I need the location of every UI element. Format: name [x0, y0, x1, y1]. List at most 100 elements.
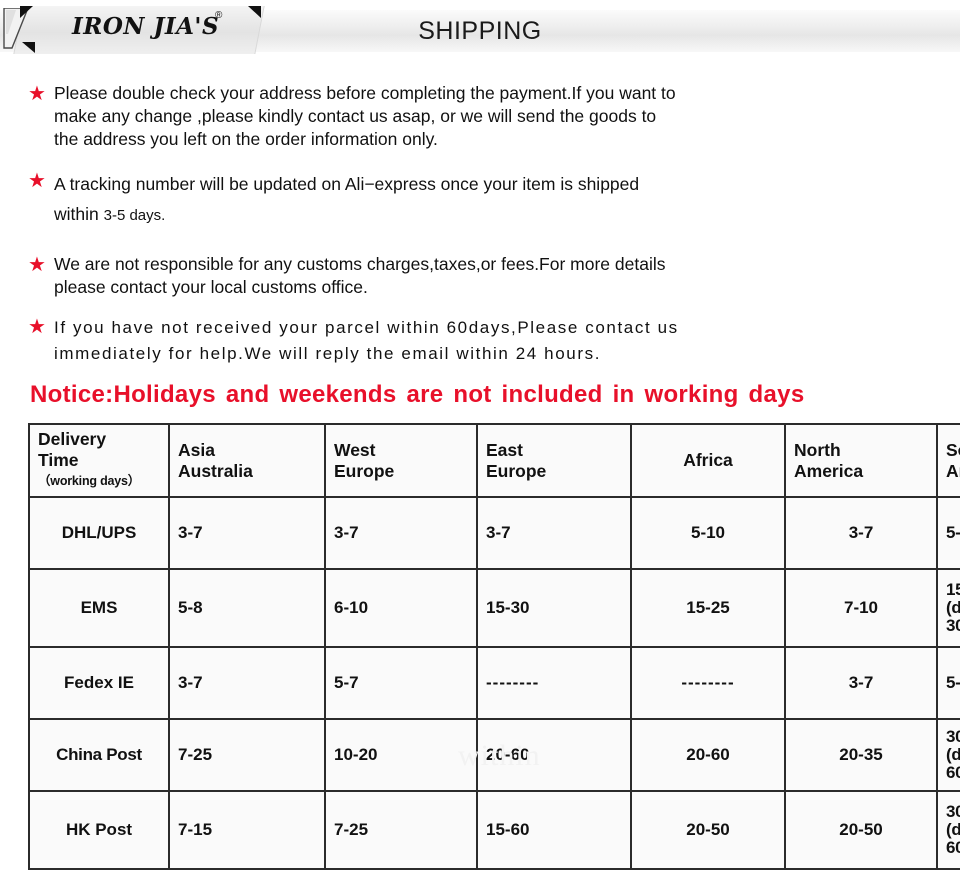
- cell-line: 60-120(tax): [946, 838, 960, 857]
- header-cell-asia-australia: Asia Australia: [168, 423, 326, 498]
- cell-south-america: 30-60 (direct) 60-120(tax): [936, 718, 960, 792]
- table-row: DHL/UPS 3-7 3-7 3-7 5-10 3-7 5-10(tax): [28, 496, 960, 570]
- note-line: within 3-5 days.: [54, 199, 938, 231]
- logo-slash-icon: [2, 8, 32, 52]
- note-line: We are not responsible for any customs c…: [54, 254, 666, 274]
- cell-east-europe: --------: [476, 646, 632, 720]
- header-line2: Australia: [178, 460, 253, 481]
- cell-line: 30-60: [946, 727, 960, 746]
- cell-south-america: 5-10(tax): [936, 496, 960, 570]
- logo-corner-tick-bottom-left: [22, 42, 35, 53]
- cell-south-america: 30-60 (direct) 60-120(tax): [936, 790, 960, 870]
- cell-north-america: 3-7: [784, 496, 938, 570]
- star-icon: ★: [28, 170, 46, 192]
- cell-line: (direct): [946, 820, 960, 839]
- table-row: China Post 7-25 10-20 20-60 20-60 20-35 …: [28, 718, 960, 792]
- cell-south-america: 15-30 (direct) 30-90(tax): [936, 568, 960, 648]
- cell-west-europe: 10-20: [324, 718, 478, 792]
- cell-east-europe: 15-30: [476, 568, 632, 648]
- note-line: A tracking number will be updated on Ali…: [54, 174, 640, 194]
- table-header-row: Delivery Time （working days） Asia Austra…: [28, 423, 960, 498]
- cell-south-america: 5-15(tax): [936, 646, 960, 720]
- note-line: please contact your local customs office…: [54, 277, 368, 297]
- delivery-time-table-wrap: Delivery Time （working days） Asia Austra…: [28, 423, 960, 870]
- cell-north-america: 7-10: [784, 568, 938, 648]
- header-line2: America: [794, 460, 864, 481]
- header-cell-east-europe: East Europe: [476, 423, 632, 498]
- header-line1: Africa: [683, 450, 733, 470]
- note-address-check: ★ Please double check your address befor…: [26, 82, 938, 151]
- note-line: Please double check your address before …: [54, 83, 676, 103]
- cell-line: (direct): [946, 745, 960, 764]
- cell-west-europe: 6-10: [324, 568, 478, 648]
- cell-line: (direct): [946, 598, 960, 617]
- header-line1: Asia: [178, 439, 215, 460]
- header-line1: West: [334, 439, 376, 460]
- cell-africa: 20-60: [630, 718, 786, 792]
- cell-africa: --------: [630, 646, 786, 720]
- header-cell-africa: Africa: [630, 423, 786, 498]
- cell-asia-australia: 7-25: [168, 718, 326, 792]
- logo-corner-tick-top-right: [248, 6, 261, 18]
- cell-west-europe: 5-7: [324, 646, 478, 720]
- cell-asia-australia: 5-8: [168, 568, 326, 648]
- header-line1: South: [946, 439, 960, 460]
- star-icon: ★: [28, 316, 46, 338]
- cell-asia-australia: 3-7: [168, 646, 326, 720]
- note-line-emphasis: 3-5 days.: [103, 207, 166, 224]
- table-row: HK Post 7-15 7-25 15-60 20-50 20-50 30-6…: [28, 790, 960, 870]
- header-line2: Europe: [486, 460, 547, 481]
- cell-east-europe: 15-60: [476, 790, 632, 870]
- cell-north-america: 3-7: [784, 646, 938, 720]
- table-row: Fedex IE 3-7 5-7 -------- -------- 3-7 5…: [28, 646, 960, 720]
- header-cell-west-europe: West Europe: [324, 423, 478, 498]
- delivery-time-table: Delivery Time （working days） Asia Austra…: [28, 423, 960, 870]
- row-label-dhl-ups: DHL/UPS: [28, 496, 170, 570]
- header-line2: America: [946, 460, 960, 481]
- page-header: SHIPPING IRON JIA'S ®: [0, 0, 960, 64]
- star-icon: ★: [28, 254, 46, 276]
- logo-corner-tick-top-left: [20, 6, 33, 18]
- header-line2: Europe: [334, 460, 395, 481]
- holidays-notice: Notice:Holidays and weekends are not inc…: [30, 381, 805, 408]
- cell-line: 60-120(tax): [946, 763, 960, 782]
- cell-east-europe: 20-60: [476, 718, 632, 792]
- note-line: immediately for help.We will reply the e…: [54, 344, 602, 363]
- note-line: If you have not received your parcel wit…: [54, 318, 679, 337]
- page-title: SHIPPING: [418, 17, 542, 45]
- cell-line: 5-10(tax): [946, 523, 960, 542]
- cell-line: 15-30: [946, 580, 960, 599]
- note-line: the address you left on the order inform…: [54, 129, 438, 149]
- header-delivery-line1: Delivery: [38, 429, 107, 449]
- note-line-prefix: within: [54, 204, 104, 224]
- note-customs-charges: ★ We are not responsible for any customs…: [26, 253, 938, 299]
- registered-trademark-icon: ®: [215, 10, 223, 21]
- star-icon: ★: [28, 83, 46, 105]
- cell-east-europe: 3-7: [476, 496, 632, 570]
- note-tracking-number: ★ A tracking number will be updated on A…: [26, 169, 938, 231]
- row-label-china-post: China Post: [28, 718, 170, 792]
- cell-line: 5-15(tax): [946, 673, 960, 692]
- header-line1: East: [486, 439, 523, 460]
- cell-asia-australia: 3-7: [168, 496, 326, 570]
- header-delivery-line2: Time: [38, 450, 79, 470]
- cell-west-europe: 7-25: [324, 790, 478, 870]
- cell-north-america: 20-35: [784, 718, 938, 792]
- header-line1: North: [794, 439, 841, 460]
- cell-africa: 20-50: [630, 790, 786, 870]
- cell-africa: 5-10: [630, 496, 786, 570]
- cell-west-europe: 3-7: [324, 496, 478, 570]
- row-label-fedex-ie: Fedex IE: [28, 646, 170, 720]
- cell-line: 30-60: [946, 802, 960, 821]
- brand-name: IRON JIA'S: [72, 13, 220, 40]
- cell-north-america: 20-50: [784, 790, 938, 870]
- header-delivery-sub: （working days）: [38, 474, 141, 488]
- cell-africa: 15-25: [630, 568, 786, 648]
- cell-asia-australia: 7-15: [168, 790, 326, 870]
- header-cell-north-america: North America: [784, 423, 938, 498]
- note-not-received: ★ If you have not received your parcel w…: [26, 315, 938, 367]
- row-label-ems: EMS: [28, 568, 170, 648]
- header-cell-delivery-time: Delivery Time （working days）: [28, 423, 170, 498]
- note-line: make any change ,please kindly contact u…: [54, 106, 657, 126]
- shipping-notes: ★ Please double check your address befor…: [0, 82, 960, 367]
